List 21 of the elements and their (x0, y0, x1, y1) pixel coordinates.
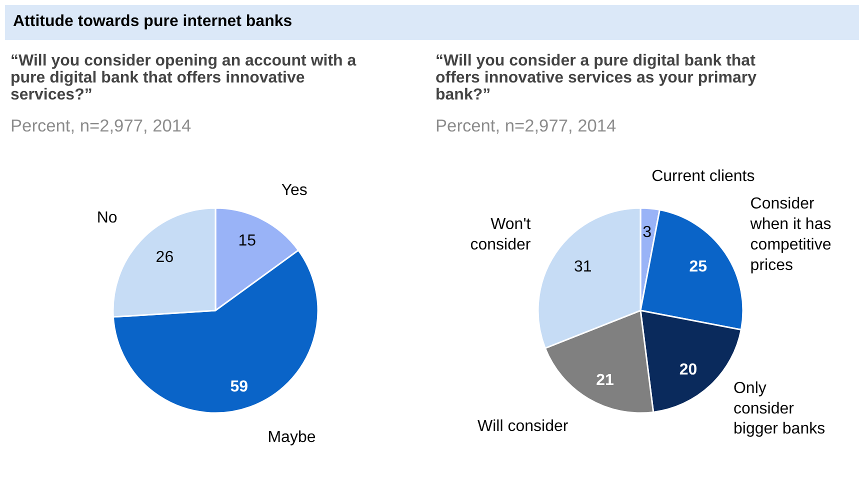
data-label: 15 (238, 232, 256, 250)
data-label: 31 (574, 258, 592, 276)
slice-label: Will consider (478, 418, 569, 435)
slice-label: Consider when it has competitive prices (749, 195, 832, 274)
slice-label: No (96, 210, 118, 227)
chart-subtitle: Percent, n=2,977, 2014 (10, 115, 192, 136)
data-label: 20 (679, 361, 698, 378)
slice-label: Current clients (652, 168, 755, 185)
slice-label: Maybe (268, 428, 316, 446)
text: Attitude towards pure internet banks (13, 12, 292, 32)
data-label: 25 (689, 258, 708, 276)
chart-title: “Will you consider opening an account with a pure digital bank that offers innovative services?” (10, 52, 356, 104)
chart-title: “Will you consider a pure digital bank that offers innovative services as your primary bank?” (436, 52, 757, 104)
chart-subtitle: Percent, n=2,977, 2014 (436, 115, 617, 136)
slice-label: Yes (281, 182, 308, 199)
slice-label: Won't consider (470, 216, 532, 254)
data-label: 21 (596, 372, 614, 389)
slice-label: Only consider bigger banks (733, 380, 826, 438)
data-label: 26 (156, 248, 174, 266)
data-label: 59 (230, 378, 248, 396)
data-label: 3 (642, 224, 652, 241)
